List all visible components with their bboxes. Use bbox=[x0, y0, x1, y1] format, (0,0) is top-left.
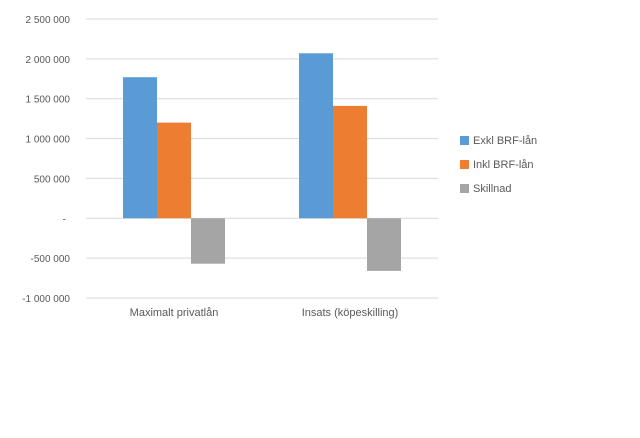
y-tick-label: 1 500 000 bbox=[26, 95, 71, 106]
legend-label: Skillnad bbox=[473, 183, 512, 195]
y-tick-label: -1 000 000 bbox=[22, 294, 70, 305]
legend-swatch bbox=[460, 184, 469, 193]
y-tick-label: - bbox=[63, 214, 66, 225]
bar-1-2 bbox=[299, 53, 333, 219]
category-label: Insats (köpeskilling) bbox=[302, 307, 399, 319]
legend-swatch bbox=[460, 160, 469, 169]
legend-label: Inkl BRF-lån bbox=[473, 159, 534, 171]
y-tick-label: -500 000 bbox=[31, 254, 71, 265]
y-tick-label: 2 500 000 bbox=[26, 15, 71, 26]
bar-2-1 bbox=[157, 122, 191, 219]
bar-2-2 bbox=[333, 105, 367, 219]
y-tick-label: 2 000 000 bbox=[26, 55, 71, 66]
bars bbox=[123, 53, 401, 271]
legend-swatch bbox=[460, 136, 469, 145]
y-axis-tick-labels: 2 500 000 2 000 000 1 500 000 1 000 000 500 … bbox=[22, 15, 70, 305]
category-label: Maximalt privatlån bbox=[130, 307, 219, 319]
y-tick-label: 500 000 bbox=[34, 174, 71, 185]
x-axis-category-labels: Maximalt privatlån Insats (köpeskilling) bbox=[130, 307, 399, 319]
y-tick-label: 1 000 000 bbox=[26, 135, 71, 146]
bar-1-1 bbox=[123, 77, 157, 219]
bar-3-1 bbox=[191, 218, 225, 264]
legend-label: Exkl BRF-lån bbox=[473, 135, 537, 147]
legend: Exkl BRF-lån Inkl BRF-lån Skillnad bbox=[460, 135, 537, 195]
bar-3-2 bbox=[367, 218, 401, 271]
